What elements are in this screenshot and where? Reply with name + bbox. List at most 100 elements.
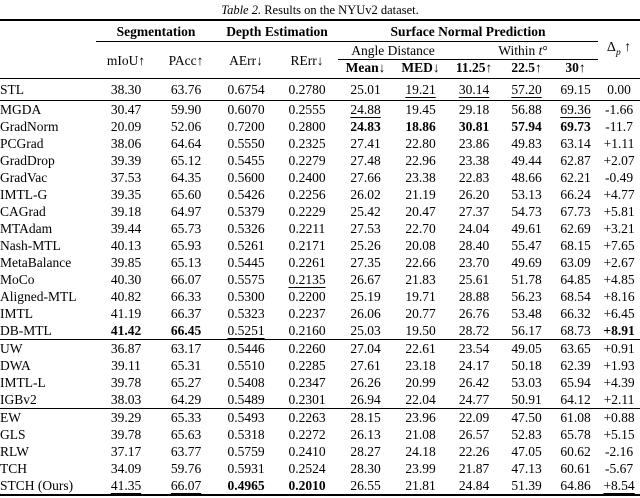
table-row: MGDA 30.47 59.90 0.6070 0.2555 24.88 19.45 29.1… (0, 101, 640, 119)
header-subgroup-row: mIoU↑ PAcc↑ AErr↓ RErr↓ Angle Distance W… (0, 41, 640, 68)
value-cell: 0.2263 (288, 410, 326, 425)
value-cell: 0.2285 (288, 358, 326, 373)
table-row: IMTL-G 39.35 65.60 0.5426 0.2256 26.02 21.19 26… (0, 186, 640, 203)
value-cell: 0.5931 (227, 461, 265, 476)
value-cell: 66.45 (170, 323, 202, 338)
value-cell: 0.5261 (227, 238, 265, 253)
value-cell: 0.4965 (227, 478, 265, 493)
value-cell: 0.5550 (227, 136, 265, 151)
table-row: PCGrad 38.06 64.64 0.5550 0.2325 27.41 22.80 23… (0, 135, 640, 152)
value-cell: 25.26 (350, 238, 381, 253)
value-cell: +4.39 (603, 375, 635, 390)
value-cell: 50.91 (511, 392, 542, 407)
value-cell: 0.2301 (288, 392, 326, 407)
method-cell: IMTL (0, 306, 33, 321)
value-cell: +5.15 (603, 427, 635, 442)
value-cell: 22.96 (405, 153, 436, 168)
value-cell: 0.2200 (288, 289, 326, 304)
value-cell: 53.13 (511, 187, 542, 202)
value-cell: -0.49 (605, 170, 634, 185)
value-cell: 23.86 (458, 136, 490, 151)
value-cell: 49.44 (511, 153, 542, 168)
method-cell: DWA (0, 358, 31, 373)
value-cell: 47.50 (511, 410, 542, 425)
method-cell: PCGrad (0, 136, 44, 151)
value-cell: 65.12 (170, 153, 202, 168)
value-cell: +8.16 (603, 289, 635, 304)
value-cell: 0.2261 (288, 255, 326, 270)
value-cell: 0.2272 (288, 427, 326, 442)
header-rerr: RErr↓ (290, 52, 324, 68)
value-cell: 41.35 (110, 478, 142, 493)
table-row: MetaBalance 39.85 65.13 0.5445 0.2261 27.35 22… (0, 254, 640, 271)
method-cell: Nash-MTL (0, 238, 61, 253)
table-row: GradDrop 39.39 65.12 0.5455 0.2279 27.48 22.96… (0, 152, 640, 169)
value-cell: 62.69 (560, 221, 591, 236)
value-cell: 64.12 (560, 392, 591, 407)
section-stl: STL 38.30 63.76 0.6754 0.2780 25.01 19.21 30.14… (0, 79, 640, 101)
header-pacc: PAcc↑ (168, 52, 204, 68)
method-cell: DB-MTL (0, 323, 52, 338)
value-cell: 47.13 (511, 461, 542, 476)
value-cell: +8.54 (603, 478, 635, 493)
value-cell: 0.5510 (227, 358, 265, 373)
value-cell: 61.08 (560, 410, 591, 425)
value-cell: 59.90 (170, 102, 202, 117)
value-cell: 23.96 (405, 410, 436, 425)
value-cell: 27.53 (350, 221, 381, 236)
method-cell: MTAdam (0, 221, 53, 236)
value-cell: 65.13 (170, 255, 202, 270)
value-cell: 22.66 (405, 255, 436, 270)
value-cell: 0.2160 (288, 323, 326, 338)
section-scalarization: EW 39.29 65.33 0.5493 0.2263 28.15 23.96 22.09 4… (0, 408, 640, 496)
value-cell: 26.94 (350, 392, 381, 407)
value-cell: 22.04 (405, 392, 436, 407)
value-cell: 57.20 (511, 82, 542, 97)
value-cell: 21.08 (405, 427, 436, 442)
value-cell: 25.42 (350, 204, 381, 219)
value-cell: 0.5379 (227, 204, 265, 219)
value-cell: 66.32 (560, 306, 591, 321)
value-cell: 27.37 (458, 204, 490, 219)
value-cell: 23.99 (405, 461, 436, 476)
value-cell: 0.2135 (288, 272, 326, 287)
value-cell: 0.5318 (227, 427, 265, 442)
table-row: RLW 37.17 63.77 0.5759 0.2410 28.27 24.18 22.26… (0, 443, 640, 460)
value-cell: 38.03 (110, 392, 142, 407)
value-cell: 65.31 (170, 358, 202, 373)
value-cell: 39.78 (110, 375, 142, 390)
value-cell: 0.2410 (288, 444, 326, 459)
value-cell: 38.06 (110, 136, 142, 151)
table-row: Aligned-MTL 40.82 66.33 0.5300 0.2200 25.19 19… (0, 288, 640, 305)
value-cell: 0.5445 (227, 255, 265, 270)
value-cell: 27.41 (350, 136, 381, 151)
method-cell: GLS (0, 427, 26, 442)
value-cell: 64.97 (170, 204, 202, 219)
value-cell: 0.5600 (227, 170, 265, 185)
value-cell: 24.77 (458, 392, 490, 407)
caption-label: Table 2. (221, 3, 262, 17)
table-row: IMTL 41.19 66.37 0.5323 0.2237 26.06 20.77 26.7… (0, 305, 640, 322)
value-cell: 0.2555 (288, 102, 326, 117)
value-cell: 64.35 (170, 170, 202, 185)
table-row: GradNorm 20.09 52.06 0.7200 0.2800 24.83 18.86… (0, 118, 640, 135)
value-cell: +3.21 (603, 221, 635, 236)
value-cell: 49.05 (511, 341, 542, 356)
value-cell: 27.61 (350, 358, 381, 373)
value-cell: 63.09 (560, 255, 591, 270)
value-cell: 37.53 (110, 170, 142, 185)
value-cell: 0.5493 (227, 410, 265, 425)
value-cell: +0.91 (603, 341, 635, 356)
value-cell: 65.73 (170, 221, 202, 236)
value-cell: 66.24 (560, 187, 591, 202)
value-cell: 0.2010 (288, 478, 326, 493)
value-cell: 0.5408 (227, 375, 265, 390)
value-cell: 24.04 (458, 221, 490, 236)
value-cell: 18.86 (405, 119, 436, 134)
value-cell: 56.88 (511, 102, 542, 117)
value-cell: 39.39 (110, 153, 142, 168)
within-t-symbol: t (538, 43, 543, 58)
value-cell: 51.39 (511, 478, 542, 493)
value-cell: 21.83 (405, 272, 436, 287)
